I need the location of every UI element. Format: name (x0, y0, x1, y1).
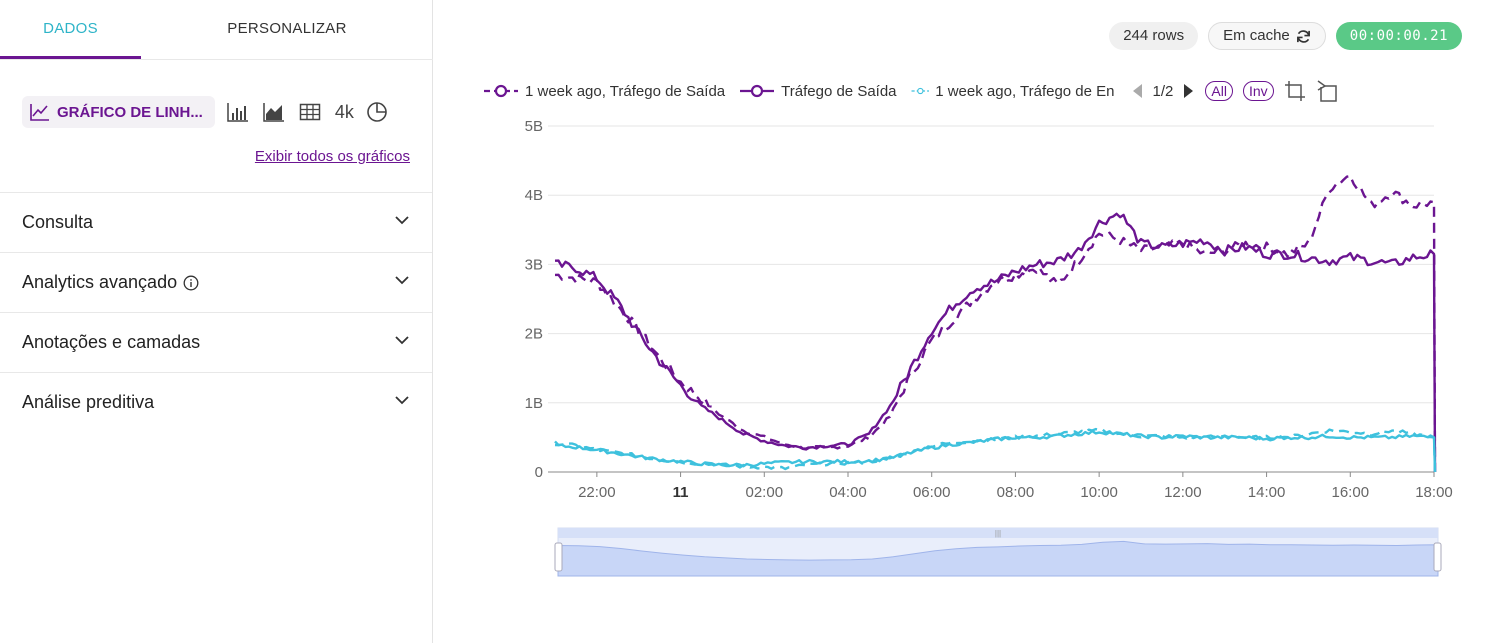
table-icon[interactable] (297, 99, 323, 125)
x-tick-label: 18:00 (1415, 484, 1453, 501)
y-tick-label: 4B (525, 187, 543, 204)
legend-page-indicator: 1/2 (1152, 82, 1174, 100)
tab-data[interactable]: DADOS (0, 0, 141, 59)
section-annotations-layers[interactable]: Anotações e camadas (0, 312, 432, 372)
zoom-minimap-area (557, 540, 1439, 577)
series-line[interactable] (554, 212, 1437, 473)
y-tick-label: 2B (525, 326, 543, 343)
series-line[interactable] (554, 174, 1437, 473)
legend-marker-dashed-teal (911, 87, 929, 95)
zoom-reset-icon[interactable] (1316, 80, 1338, 102)
x-tick-label: 22:00 (578, 484, 616, 501)
line-chart-type-label: GRÁFICO DE LINH... (57, 103, 203, 121)
big-number-button[interactable]: 4k (334, 101, 354, 122)
line-chart-type-button[interactable]: GRÁFICO DE LINH... (22, 96, 215, 128)
info-icon[interactable] (183, 275, 199, 291)
next-page-icon[interactable] (1183, 83, 1195, 99)
legend-item-week-ago-inbound[interactable]: 1 week ago, Tráfego de En (911, 83, 1115, 100)
zoom-handle-right[interactable] (1433, 542, 1442, 572)
bar-chart-icon[interactable] (225, 99, 251, 125)
x-tick-label: 02:00 (746, 484, 784, 501)
x-tick-label: 16:00 (1332, 484, 1370, 501)
zoom-select-icon[interactable] (1284, 80, 1306, 102)
y-tick-label: 0 (535, 464, 543, 481)
section-query[interactable]: Consulta (0, 192, 432, 252)
y-tick-label: 1B (525, 395, 543, 412)
x-tick-label: 06:00 (913, 484, 951, 501)
section-advanced-analytics[interactable]: Analytics avançado (0, 252, 432, 312)
legend-select-all-button[interactable]: All (1205, 81, 1233, 101)
legend-label: 1 week ago, Tráfego de Saída (525, 82, 726, 100)
chart-type-selector: GRÁFICO DE LINH... 4k (22, 96, 390, 128)
chevron-down-icon (395, 336, 409, 345)
zoom-slider-track (557, 527, 1439, 577)
chart-legend: 1 week ago, Tráfego de Saída Tráfego de … (483, 78, 1338, 104)
x-tick-label: 14:00 (1248, 484, 1286, 501)
section-predictive-analysis[interactable]: Análise preditiva (0, 372, 432, 432)
legend-item-outbound[interactable]: Tráfego de Saída (739, 82, 897, 100)
settings-accordion: Consulta Analytics avançado Anotações e … (0, 192, 432, 432)
zoom-drag-grip[interactable]: ||| (995, 529, 1001, 538)
control-panel: DADOS PERSONALIZAR GRÁFICO DE LINH... 4k… (0, 0, 433, 643)
chevron-down-icon (395, 396, 409, 405)
row-count-badge: 244 rows (1109, 22, 1199, 50)
legend-invert-button[interactable]: Inv (1242, 81, 1274, 101)
series-line[interactable] (554, 427, 1437, 473)
chevron-down-icon (395, 276, 409, 285)
refresh-icon (1296, 29, 1310, 43)
section-predictive-label: Análise preditiva (22, 392, 155, 412)
zoom-handle-left[interactable] (554, 542, 563, 572)
legend-marker-solid-purple (740, 84, 775, 98)
tab-customize[interactable]: PERSONALIZAR (227, 20, 347, 37)
cache-badge[interactable]: Em cache (1208, 22, 1326, 50)
section-advanced-analytics-label: Analytics avançado (22, 272, 178, 292)
legend-marker-dashed-purple (484, 84, 518, 98)
x-tick-label: 08:00 (997, 484, 1035, 501)
y-tick-label: 5B (525, 118, 543, 135)
query-time-badge: 00:00:00.21 (1335, 22, 1462, 50)
cache-label: Em cache (1223, 27, 1290, 44)
x-tick-label: 04:00 (829, 484, 867, 501)
previous-page-icon[interactable] (1131, 83, 1143, 99)
legend-pager: 1/2 All Inv (1131, 80, 1338, 102)
series-line[interactable] (554, 429, 1437, 473)
legend-label: 1 week ago, Tráfego de En (935, 82, 1115, 100)
area-chart-icon[interactable] (261, 99, 287, 125)
data-zoom-slider[interactable]: ||| (554, 527, 1442, 577)
panel-tabs: DADOS PERSONALIZAR (0, 0, 433, 60)
pie-chart-icon[interactable] (364, 99, 390, 125)
line-chart-icon (30, 104, 49, 121)
legend-item-week-ago-outbound[interactable]: 1 week ago, Tráfego de Saída (483, 83, 725, 100)
zoom-slider-selection[interactable] (558, 528, 1438, 538)
x-tick-label: 11 (673, 484, 689, 501)
x-tick-label: 10:00 (1080, 484, 1118, 501)
section-query-label: Consulta (22, 212, 94, 232)
x-tick-label: 12:00 (1164, 484, 1202, 501)
status-badges: 244 rows Em cache 00:00:00.21 (1109, 22, 1462, 50)
chevron-down-icon (395, 216, 409, 225)
legend-label: Tráfego de Saída (781, 82, 897, 100)
section-annotations-label: Anotações e camadas (22, 332, 201, 352)
show-all-charts-link[interactable]: Exibir todos os gráficos (254, 148, 410, 165)
y-tick-label: 3B (525, 256, 543, 273)
